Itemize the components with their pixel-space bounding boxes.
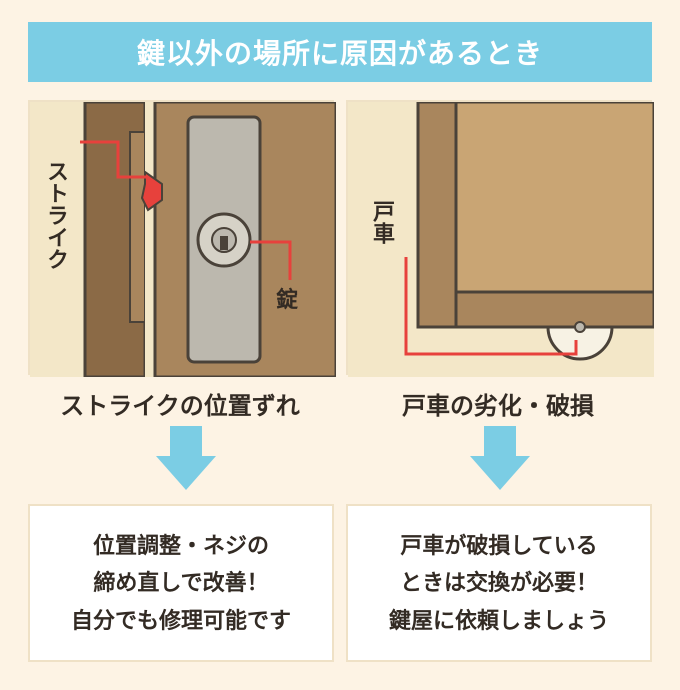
infographic-canvas: 鍵以外の場所に原因があるとき ストラ [0, 0, 680, 690]
header-title: 鍵以外の場所に原因があるとき [137, 32, 543, 72]
panel-strike-illustration [28, 100, 334, 375]
sol-right-l3: 鍵屋に依頼しましょう [389, 608, 609, 633]
solution-right-text: 戸車が破損している ときは交換が必要！ 鍵屋に依頼しましょう [389, 527, 609, 639]
solution-left: 位置調整・ネジの 締め直しで改善！ 自分でも修理可能です [28, 504, 334, 662]
solution-left-text: 位置調整・ネジの 締め直しで改善！ 自分でも修理可能です [71, 527, 291, 639]
arrow-left [156, 426, 216, 495]
caption-right: 戸車の劣化・破損 [348, 386, 648, 421]
sol-right-l1: 戸車が破損している [400, 533, 597, 558]
header-bar: 鍵以外の場所に原因があるとき [28, 22, 652, 82]
strike-illustration-svg [30, 102, 336, 377]
label-lock: 錠 [276, 282, 298, 314]
caption-left: ストライクの位置ずれ [30, 386, 330, 421]
label-strike: ストライク [40, 160, 72, 270]
sol-left-l1: 位置調整・ネジの [93, 533, 269, 558]
sol-left-l2: 締め直しで改善！ [93, 570, 268, 595]
solution-right: 戸車が破損している ときは交換が必要！ 鍵屋に依頼しましょう [346, 504, 652, 662]
label-wheel: 戸車 [366, 200, 398, 244]
sol-left-l3: 自分でも修理可能です [71, 608, 291, 633]
sol-right-l2: ときは交換が必要！ [400, 570, 598, 595]
arrow-right [470, 426, 530, 495]
